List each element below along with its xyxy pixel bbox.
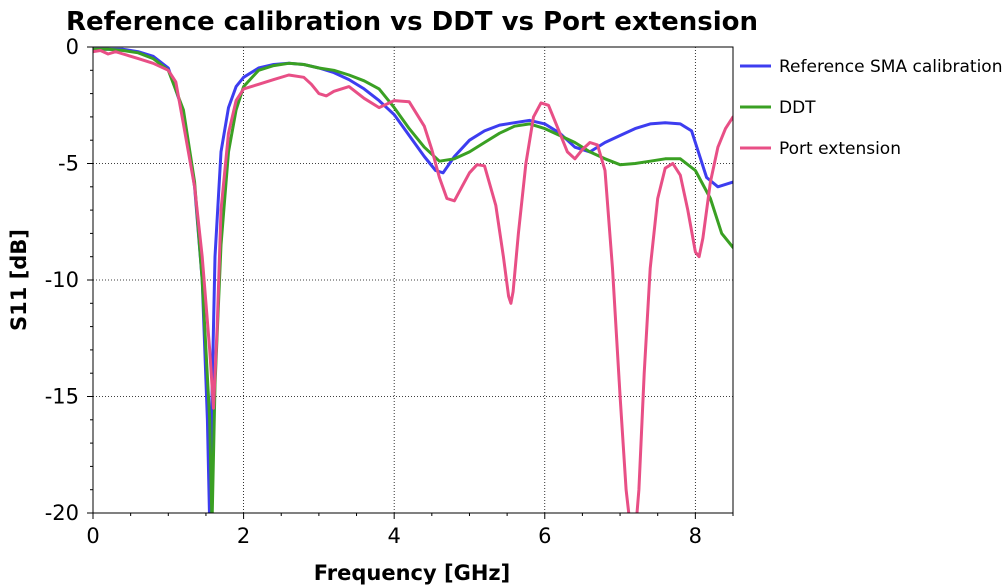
x-tick-label: 8 [689, 524, 702, 548]
x-tick-label: 0 [86, 524, 99, 548]
x-tick-label: 4 [387, 524, 400, 548]
x-tick-label: 2 [237, 524, 250, 548]
y-tick-label: -20 [45, 501, 79, 525]
y-axis-label: S11 [dB] [7, 229, 31, 331]
legend-label-1: DDT [779, 98, 816, 118]
y-tick-label: -5 [58, 152, 79, 176]
legend-label-2: Port extension [779, 139, 901, 159]
series-layer [93, 47, 733, 513]
x-axis-label: Frequency [GHz] [314, 561, 510, 585]
x-tick-label: 6 [538, 524, 551, 548]
chart-title: Reference calibration vs DDT vs Port ext… [66, 7, 758, 37]
legend: Reference SMA calibration DDT Port extensi… [740, 57, 1002, 159]
grid [93, 47, 733, 513]
legend-label-0: Reference SMA calibration [779, 57, 1002, 77]
y-tick-label: -10 [45, 268, 79, 292]
series-line-2 [93, 49, 733, 513]
series-line-1 [93, 47, 733, 513]
y-tick-label: 0 [66, 35, 79, 59]
y-tick-label: -15 [45, 385, 79, 409]
series-line-0 [93, 47, 733, 513]
axis-ticks: 0 2 4 6 8 0 -5 -10 -15 -20 [45, 35, 734, 548]
